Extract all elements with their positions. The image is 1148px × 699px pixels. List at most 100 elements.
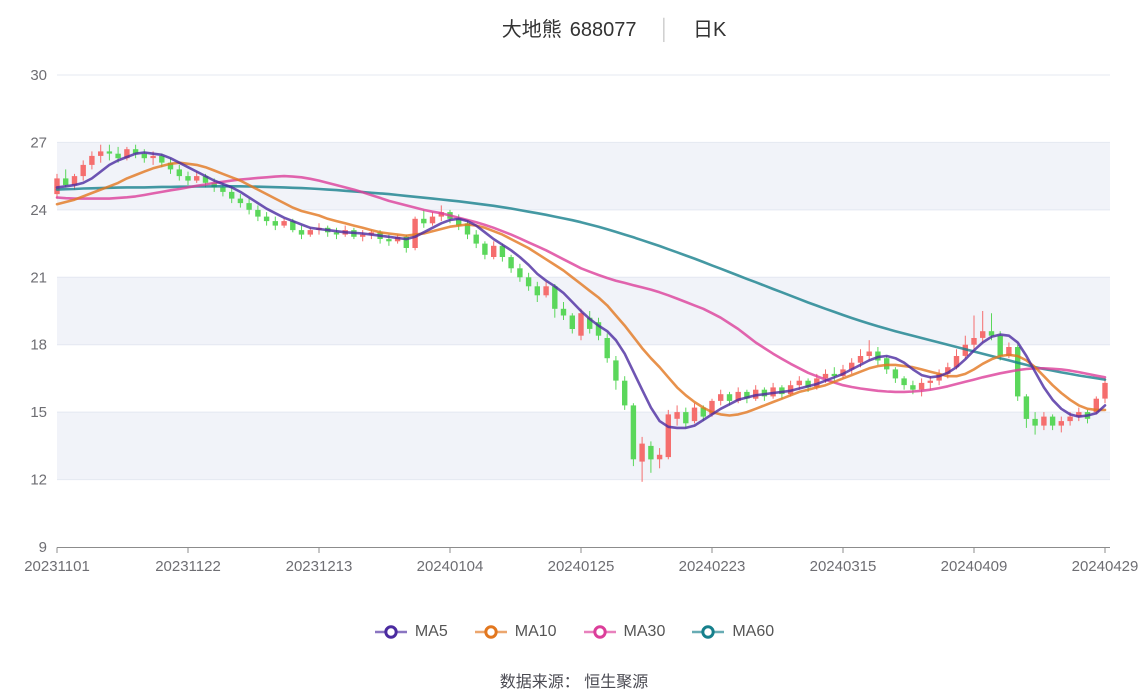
candle xyxy=(71,173,78,190)
candle xyxy=(281,218,287,228)
y-tick-label: 9 xyxy=(39,539,47,556)
legend: MA5 MA10 MA30 MA60 xyxy=(0,616,1148,648)
candle xyxy=(630,403,637,467)
x-tick-label: 20231101 xyxy=(24,558,90,575)
candle xyxy=(272,216,278,231)
candle xyxy=(648,441,654,473)
candle xyxy=(1041,412,1047,431)
x-tick-label: 20240125 xyxy=(548,558,615,575)
candle xyxy=(1102,378,1108,404)
ma10-line xyxy=(55,161,1107,417)
period-label: 日K xyxy=(692,19,727,41)
data-source: 数据来源： 恒生聚源 xyxy=(499,674,649,691)
candle xyxy=(491,241,497,260)
candle xyxy=(1023,394,1030,428)
candle xyxy=(587,311,593,334)
x-tick-label: 20240409 xyxy=(941,558,1008,575)
legend-item-ma5[interactable]: MA5 xyxy=(374,623,448,641)
candle xyxy=(1032,412,1038,435)
plot-band xyxy=(57,412,1110,480)
legend-item-ma10[interactable]: MA10 xyxy=(474,623,557,641)
candle xyxy=(534,281,540,302)
candle xyxy=(543,281,549,298)
candle xyxy=(639,436,645,482)
candle xyxy=(718,389,724,406)
x-tick-label: 20240223 xyxy=(679,558,746,575)
x-axis: 20231101 20231122 20231213 20240104 20240125… xyxy=(24,547,1139,575)
candle xyxy=(98,144,104,163)
candle xyxy=(517,263,523,282)
ma-lines-layer xyxy=(55,151,1107,430)
legend-label: MA5 xyxy=(414,623,448,640)
candle xyxy=(185,171,191,186)
stock-code: 688077 xyxy=(569,19,637,41)
candle xyxy=(525,272,532,291)
x-tick-label: 20240104 xyxy=(417,558,484,575)
candle xyxy=(1015,344,1021,401)
candle xyxy=(656,448,663,469)
y-tick-label: 21 xyxy=(30,269,47,286)
candle xyxy=(132,144,139,159)
candle xyxy=(918,378,925,397)
candle xyxy=(552,284,558,318)
ma30-marker-icon xyxy=(583,625,616,639)
candle xyxy=(569,313,575,334)
candle xyxy=(255,205,261,222)
y-tick-label: 18 xyxy=(30,337,47,354)
candle xyxy=(229,187,235,204)
candle xyxy=(167,158,174,174)
candle xyxy=(333,227,340,240)
y-gridlines xyxy=(57,74,1110,481)
candle xyxy=(622,376,628,410)
candle xyxy=(482,241,488,260)
candle xyxy=(578,308,584,341)
candle xyxy=(263,212,270,226)
candle xyxy=(360,230,366,242)
plot-bands xyxy=(57,142,1110,480)
ma5-line xyxy=(55,151,1107,430)
ma60-marker-icon xyxy=(692,625,725,639)
candle xyxy=(1049,414,1056,431)
candle xyxy=(403,234,409,253)
candle xyxy=(901,376,907,390)
y-tick-label: 24 xyxy=(30,202,47,219)
y-tick-label: 12 xyxy=(30,472,47,489)
candle xyxy=(892,367,899,383)
candle xyxy=(63,169,69,188)
candle xyxy=(971,315,977,350)
candle xyxy=(1093,396,1099,415)
candle xyxy=(849,358,855,374)
candle xyxy=(560,302,567,320)
plot-band xyxy=(57,142,1110,210)
x-tick-label: 20231122 xyxy=(155,558,221,575)
candle xyxy=(473,230,479,249)
candle xyxy=(176,164,182,181)
candle xyxy=(613,356,619,390)
candle xyxy=(683,407,689,428)
candle xyxy=(421,209,427,228)
legend-item-ma60[interactable]: MA60 xyxy=(691,623,774,641)
candle xyxy=(298,225,305,240)
y-axis-labels: 9 12 15 18 21 24 27 30 xyxy=(30,67,47,556)
candle xyxy=(499,243,506,262)
candle xyxy=(1058,416,1064,433)
legend-item-ma30[interactable]: MA30 xyxy=(583,623,666,641)
ma5-marker-icon xyxy=(374,625,407,639)
y-tick-label: 15 xyxy=(30,404,47,421)
x-tick-label: 20240315 xyxy=(810,558,877,575)
candle xyxy=(307,227,313,237)
candle xyxy=(665,409,671,460)
legend-label: MA10 xyxy=(514,623,557,640)
candle xyxy=(1076,407,1082,422)
candle xyxy=(237,194,244,208)
legend-label: MA30 xyxy=(623,623,666,640)
candle xyxy=(89,151,95,170)
candle xyxy=(429,212,436,226)
legend-label: MA60 xyxy=(732,623,775,640)
x-tick-label: 20240429 xyxy=(1072,558,1139,575)
candle xyxy=(691,403,698,424)
candle xyxy=(595,317,602,341)
candle xyxy=(508,254,514,273)
